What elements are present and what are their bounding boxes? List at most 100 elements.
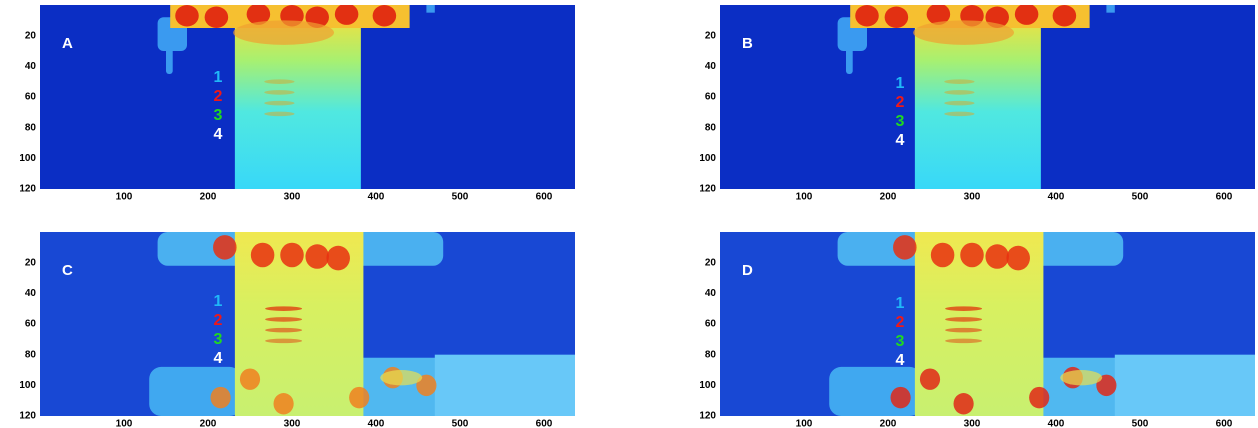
heat-spot: [913, 20, 1014, 45]
y-tick-label: 120: [19, 411, 36, 422]
heat-spot: [264, 111, 295, 117]
x-tick-label: 200: [880, 192, 897, 203]
x-tick-label: 300: [284, 419, 301, 428]
heat-spot: [930, 242, 955, 268]
band-number: 4: [214, 126, 223, 143]
x-tick-label: 100: [116, 192, 133, 203]
thermal-image: [40, 232, 575, 416]
heat-spot: [926, 5, 951, 25]
band-number: 1: [896, 75, 905, 92]
y-tick-label: 40: [25, 288, 37, 299]
thermal-image: [720, 5, 1255, 189]
heat-spot: [265, 317, 303, 322]
heat-spot: [265, 306, 303, 311]
x-tick-label: 100: [116, 419, 133, 428]
y-tick-label: 40: [705, 288, 717, 299]
x-tick-label: 100: [796, 192, 813, 203]
x-tick-label: 300: [964, 192, 981, 203]
thermal-image: [40, 5, 575, 189]
band-number: 4: [896, 132, 905, 149]
y-tick-label: 100: [699, 153, 716, 164]
heat-spot: [919, 368, 941, 390]
heat-spot: [944, 100, 975, 106]
heat-spot: [944, 90, 975, 95]
heat-spot: [1006, 245, 1030, 271]
y-tick-label: 20: [25, 30, 37, 41]
thermal-image: [720, 232, 1255, 416]
heat-spot: [264, 90, 295, 95]
heat-region: [166, 35, 173, 74]
heat-spot: [945, 317, 983, 322]
heat-region: [426, 5, 435, 13]
y-tick-label: 100: [19, 380, 36, 391]
band-number: 3: [896, 113, 905, 130]
heat-region: [1114, 354, 1255, 416]
band-number: 4: [214, 350, 223, 367]
x-tick-label: 200: [880, 419, 897, 428]
heat-region: [234, 17, 361, 189]
y-tick-label: 80: [705, 349, 717, 360]
band-number: 2: [896, 314, 905, 331]
panel-label: A: [62, 35, 73, 52]
heat-spot: [985, 244, 1009, 269]
band-number: 1: [896, 295, 905, 312]
heat-spot: [213, 235, 237, 260]
y-tick-label: 20: [705, 30, 717, 41]
y-tick-label: 120: [699, 184, 716, 195]
y-tick-label: 60: [705, 319, 717, 330]
y-tick-label: 60: [705, 92, 717, 103]
x-tick-label: 500: [452, 419, 469, 428]
y-tick-label: 60: [25, 92, 37, 103]
heat-spot: [893, 235, 917, 260]
panel: 20 40 60 80 100 120 100 200 300 400 500 600 A 1 2 3 4: [19, 5, 575, 203]
x-tick-label: 500: [1132, 192, 1149, 203]
heat-spot: [1096, 374, 1117, 397]
x-tick-label: 300: [964, 419, 981, 428]
heat-spot: [416, 374, 437, 397]
y-tick-label: 20: [25, 257, 37, 268]
heat-spot: [884, 6, 909, 28]
heat-spot: [265, 327, 303, 333]
heat-spot: [372, 5, 397, 27]
panel: 20 40 60 80 100 120 100 200 300 400 500 600 C 1 2 3 4: [19, 232, 575, 428]
x-tick-label: 200: [200, 419, 217, 428]
panel-label: C: [62, 262, 73, 279]
x-tick-label: 600: [1216, 192, 1233, 203]
x-tick-label: 300: [284, 192, 301, 203]
heat-spot: [945, 306, 983, 311]
heat-spot: [349, 386, 370, 409]
band-number: 1: [214, 69, 223, 86]
y-tick-label: 80: [25, 122, 37, 133]
heat-spot: [326, 245, 350, 271]
panel-label: B: [742, 35, 753, 52]
x-tick-label: 400: [368, 419, 385, 428]
heat-spot: [175, 5, 199, 27]
heat-spot: [239, 368, 261, 390]
heat-spot: [1060, 370, 1103, 386]
x-tick-label: 500: [452, 192, 469, 203]
band-number: 1: [214, 293, 223, 310]
y-tick-label: 60: [25, 319, 37, 330]
heat-region: [914, 17, 1041, 189]
y-tick-label: 120: [699, 411, 716, 422]
heat-spot: [204, 6, 229, 28]
x-tick-label: 400: [368, 192, 385, 203]
heat-spot: [264, 79, 295, 84]
band-number: 3: [214, 107, 223, 124]
heat-spot: [944, 79, 975, 84]
y-tick-label: 100: [699, 380, 716, 391]
heat-spot: [250, 242, 275, 268]
x-tick-label: 100: [796, 419, 813, 428]
heat-spot: [334, 5, 359, 25]
x-tick-label: 500: [1132, 419, 1149, 428]
y-tick-label: 100: [19, 153, 36, 164]
heat-spot: [380, 370, 423, 386]
panel: 20 40 60 80 100 120 100 200 300 400 500 600 B 1 2 3 4: [699, 5, 1255, 203]
y-tick-label: 20: [705, 257, 717, 268]
heat-spot: [945, 338, 983, 344]
heat-spot: [953, 393, 974, 415]
x-tick-label: 200: [200, 192, 217, 203]
y-tick-label: 80: [705, 122, 717, 133]
